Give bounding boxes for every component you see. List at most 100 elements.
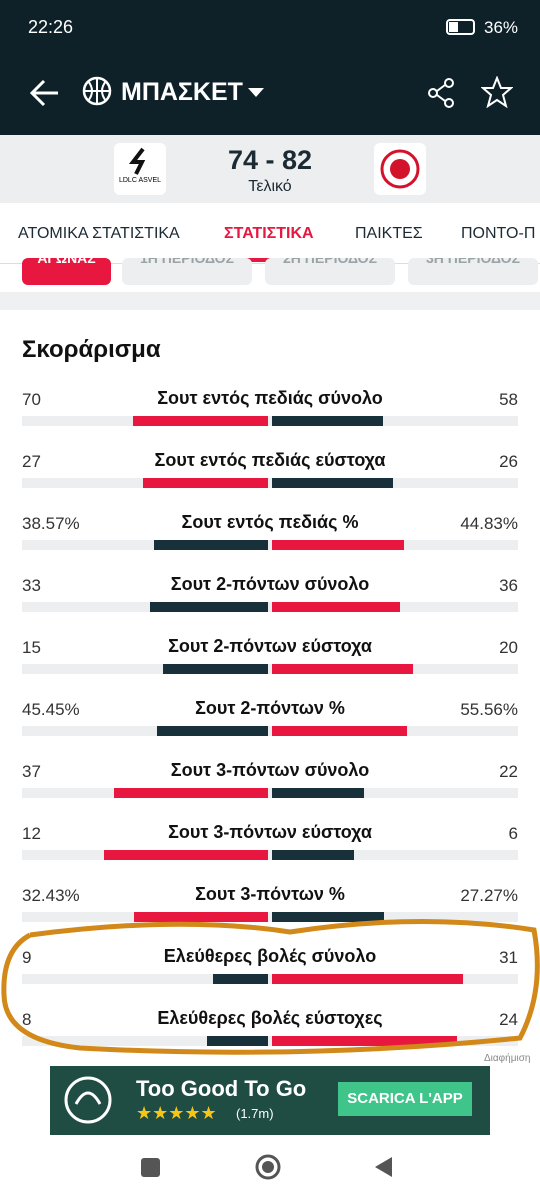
away-value: 24 [499,1010,518,1029]
tab[interactable]: ΣΤΑΤΙΣΤΙΚΑ [224,225,314,242]
period-chip[interactable]: ΑΓΩΝΑΣ [22,258,111,285]
away-bar [272,664,413,674]
home-value: 15 [22,638,41,657]
back-button[interactable] [28,76,62,110]
away-value: 6 [508,824,518,843]
back-nav-button[interactable] [375,1157,392,1177]
away-bar [272,912,385,922]
home-button[interactable] [255,1154,281,1180]
stat-label: Σουτ 3-πόντων σύνολο [170,760,370,780]
home-logo-text: LDLC ASVEL [118,177,162,184]
away-bar [272,726,408,736]
ad-rating-count: (1.7m) [236,1106,274,1121]
sport-title[interactable]: ΜΠΑΣΚΕΤ [121,78,243,106]
home-value: 38.57% [22,514,80,533]
away-value: 31 [499,948,518,967]
tab-bar: ΑΤΟΜΙΚΑ ΣΤΑΤΙΣΤΙΚΑ ΣΤΑΤΙΣΤΙΚΑ ΠΑΙΚΤΕΣ ΠΟΝΤΟ… [0,203,540,264]
ad-tag: Διαφήμιση [484,1053,531,1064]
bar-track [22,664,518,674]
period-chip[interactable]: 1Η ΠΕΡΙΟΔΟΣ [122,258,252,285]
away-bar [272,850,354,860]
home-bar [150,602,268,612]
tab[interactable]: ΠΑΙΚΤΕΣ [355,225,423,242]
ad-banner[interactable]: Too Good To Go ★★★★★ (1.7m) SCARICA L'AP… [50,1066,490,1135]
home-bar [206,1036,268,1046]
tab[interactable]: ΑΤΟΜΙΚΑ ΣΤΑΤΙΣΤΙΚΑ [18,225,180,242]
bar-track [22,788,518,798]
score: 74 - 82 [227,145,313,175]
away-bar [272,478,393,488]
app-header: ΜΠΑΣΚΕΤ [0,52,540,135]
bar-track [22,540,518,550]
stat-label: Σουτ 2-πόντων % [195,698,345,718]
home-logo: LDLC ASVEL [114,143,166,195]
away-value: 36 [499,576,518,595]
ad-brand: Too Good To Go [136,1076,307,1101]
stat-label: Σουτ 2-πόντων εύστοχα [168,636,372,656]
home-bar [212,974,268,984]
away-value: 58 [499,390,518,409]
home-bar [134,912,268,922]
share-button[interactable] [427,77,457,109]
away-value: 55.56% [460,700,518,719]
period-chip[interactable]: 2Η ΠΕΡΙΟΔΟΣ [265,258,395,285]
stat-label: Σουτ 2-πόντων σύνολο [170,574,370,594]
home-bar [157,726,268,736]
away-value: 20 [499,638,518,657]
home-bar [133,416,268,426]
home-value: 27 [22,452,41,471]
bar-track [22,1036,518,1046]
match-status: Τελικό [248,178,292,195]
section-title: Σκοράρισμα [22,336,161,363]
ad-stars: ★★★★★ [136,1103,217,1123]
home-value: 45.45% [22,700,80,719]
home-value: 12 [22,824,41,843]
away-bar [272,602,401,612]
away-logo [374,143,426,195]
away-value: 44.83% [460,514,518,533]
score-area: LDLC ASVEL 74 - 82 Τελικό [0,135,540,203]
home-value: 9 [22,948,32,967]
away-value: 22 [499,762,518,781]
home-bar [104,850,268,860]
home-bar [154,540,268,550]
status-bar: 22:26 36% [0,0,540,52]
period-chip[interactable]: 3Η ΠΕΡΙΟΔΟΣ [408,258,538,285]
battery: 36% [484,18,519,37]
bar-track [22,416,518,426]
away-bar [272,540,405,550]
battery-icon [446,19,475,35]
separator [0,292,540,310]
home-value: 33 [22,576,41,595]
bar-track [22,726,518,736]
stat-label: Σουτ εντός πεδιάς εύστοχα [154,450,386,470]
away-value: 27.27% [460,886,518,905]
dropdown[interactable] [247,86,265,98]
bar-track [22,912,518,922]
bar-track [22,602,518,612]
home-bar [142,478,268,488]
time: 22:26 [28,17,74,37]
stat-label: Ελεύθερες βολές σύνολο [163,946,377,966]
stat-label: Σουτ 3-πόντων % [195,884,345,904]
home-value: 37 [22,762,41,781]
away-bar [272,788,364,798]
basketball-icon [82,76,112,106]
recents-button[interactable] [141,1158,160,1177]
tab[interactable]: ΠΟΝΤΟ-Π [461,225,536,242]
stat-label: Ελεύθερες βολές εύστοχες [157,1008,383,1028]
ad-cta[interactable]: SCARICA L'APP [338,1082,472,1116]
ad-logo [64,1076,112,1124]
away-bar [272,1036,457,1046]
bar-track [22,850,518,860]
home-value: 70 [22,390,41,409]
away-value: 26 [499,452,518,471]
nav-bar [141,1154,392,1180]
bar-track [22,478,518,488]
away-bar [272,974,463,984]
away-bar [272,416,384,426]
home-value: 8 [22,1010,32,1029]
favorite-button[interactable] [481,76,513,108]
stat-label: Σουτ εντός πεδιάς σύνολο [157,388,383,408]
